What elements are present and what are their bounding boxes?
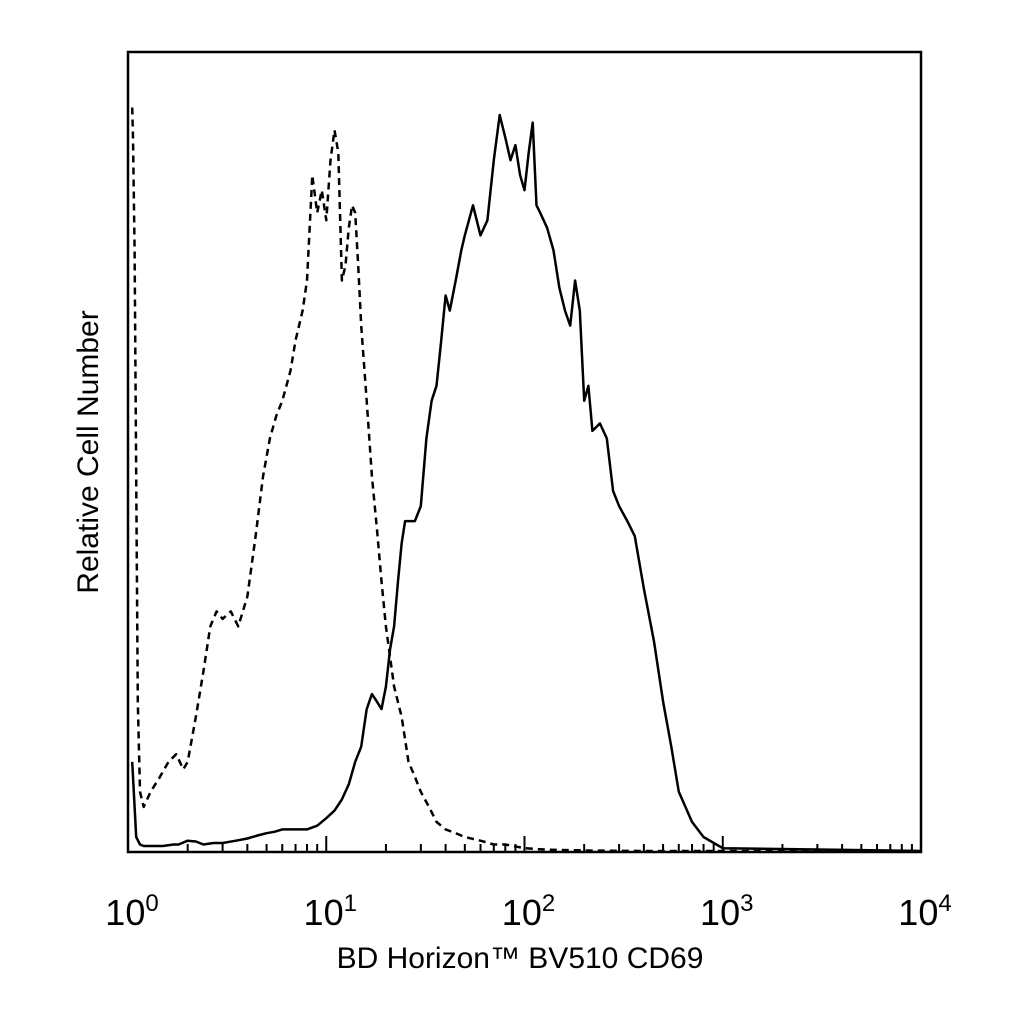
series-dashed-line — [130, 107, 921, 853]
series-solid-line — [130, 113, 922, 853]
x-tick-label: 103 — [700, 890, 753, 933]
x-axis-title: BD Horizon™ BV510 CD69 — [337, 942, 704, 975]
x-tick-label: 102 — [502, 890, 555, 933]
plot-area — [130, 107, 922, 853]
x-axis: 100 101 102 103 104 — [105, 836, 952, 933]
x-tick-label: 100 — [105, 890, 158, 933]
x-tick-label: 101 — [304, 890, 357, 933]
y-axis-title: Relative Cell Number — [72, 310, 105, 593]
x-tick-label: 104 — [898, 890, 951, 933]
